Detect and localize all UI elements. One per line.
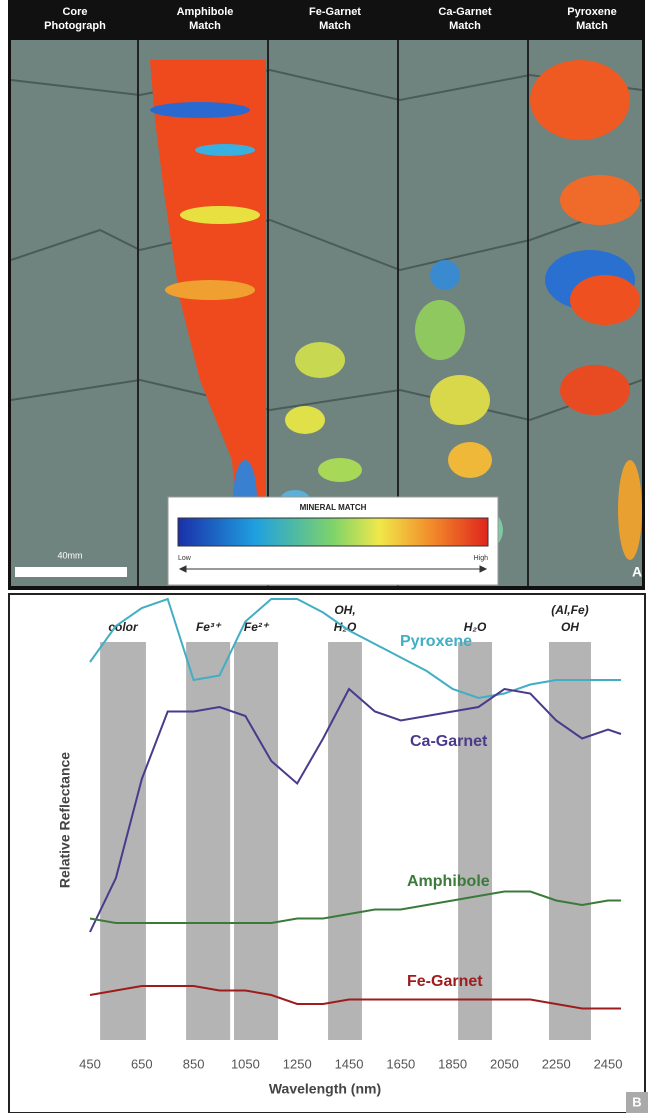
x-tick-label: 650	[131, 1056, 153, 1071]
series-label: Amphibole	[407, 873, 490, 890]
column-header: Match	[319, 20, 351, 32]
absorption-band	[328, 642, 362, 1040]
x-tick-label: 1650	[386, 1056, 415, 1071]
band-label: Fe³⁺	[196, 620, 222, 634]
band-label: OH,	[334, 603, 355, 617]
x-tick-label: 1050	[231, 1056, 260, 1071]
x-tick-label: 1450	[335, 1056, 364, 1071]
x-tick-label: 2050	[490, 1056, 519, 1071]
legend-gradient	[178, 518, 488, 546]
x-tick-label: 2450	[594, 1056, 623, 1071]
column-header: Core	[62, 6, 87, 18]
x-tick-label: 1850	[438, 1056, 467, 1071]
column-header: Photograph	[44, 20, 106, 32]
band-label: color	[108, 620, 139, 634]
column-header: Pyroxene	[567, 6, 617, 18]
legend-high: High	[474, 555, 489, 562]
column-header: Ca-Garnet	[438, 6, 492, 18]
absorption-band	[234, 642, 278, 1040]
series-label: Ca-Garnet	[410, 733, 488, 750]
figure: MINERAL MATCH Low High 40mm A color Fe³⁺ F…	[0, 0, 648, 1113]
column-header: Fe-Garnet	[309, 6, 361, 18]
absorption-band	[549, 642, 591, 1040]
legend-low: Low	[178, 555, 192, 562]
column-header: Match	[189, 20, 221, 32]
series-label: Fe-Garnet	[407, 973, 483, 990]
absorption-band	[186, 642, 230, 1040]
x-axis-label: Wavelength (nm)	[269, 1081, 381, 1097]
x-tick-label: 450	[79, 1056, 101, 1071]
column-header: Amphibole	[177, 6, 234, 18]
band-label: Fe²⁺	[244, 620, 270, 634]
panel-label: A	[632, 564, 642, 580]
scale-bar	[15, 567, 127, 577]
page: { "panel_a": { "columns": [["Core", "Pho…	[0, 0, 648, 1118]
column-header: Match	[576, 20, 608, 32]
absorption-band	[100, 642, 146, 1040]
column-header: Match	[449, 20, 481, 32]
x-tick-label: 1250	[283, 1056, 312, 1071]
y-axis-label: Relative Reflectance	[57, 752, 73, 888]
panel-label: B	[632, 1094, 641, 1109]
x-tick-label: 2250	[542, 1056, 571, 1071]
band-label: (Al,Fe)	[551, 603, 588, 617]
legend-title: MINERAL MATCH	[300, 503, 367, 512]
panel-a: MINERAL MATCH Low High 40mm A	[8, 0, 645, 590]
x-tick-label: 850	[183, 1056, 205, 1071]
scale-label: 40mm	[57, 550, 82, 560]
series-label: Pyroxene	[400, 633, 472, 650]
band-label: OH	[561, 620, 579, 634]
band-label: H₂O	[464, 620, 487, 634]
